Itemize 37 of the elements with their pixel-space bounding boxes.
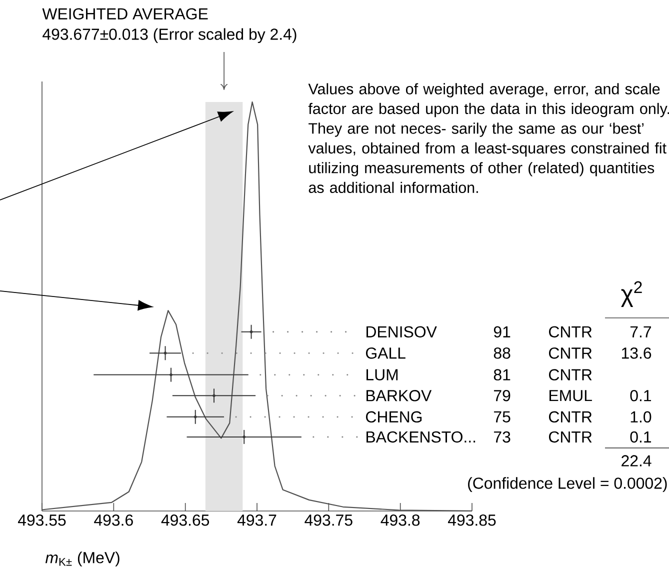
x-axis-title: m$_{K±}$ (MeV) bbox=[45, 552, 120, 566]
text: 81 bbox=[494, 369, 510, 380]
annotation: DENISOV bbox=[366, 326, 437, 338]
x-tick-label: 493.6 bbox=[94, 514, 133, 526]
annotation: BACKENSTO... bbox=[366, 431, 476, 443]
text: 88 bbox=[494, 347, 510, 359]
text: 7.7 bbox=[630, 326, 651, 338]
x-tick-label: 493.7 bbox=[237, 514, 276, 526]
text: EMUL bbox=[550, 390, 592, 402]
text: CNTR bbox=[549, 431, 592, 443]
x-tick-label: 493.65 bbox=[161, 514, 210, 526]
annotation: Values above of weighted average, error, and scale factor are based upon the data in this ideogram only. They are not neces- sarily the same as our ‘best’ values, obtained from a least-squares constrained fit utilizing measurements of other (related) quantities as additional information. bbox=[308, 83, 669, 194]
text: 91 bbox=[494, 326, 510, 338]
x-tick-label: 493.55 bbox=[18, 514, 66, 526]
text: CNTR bbox=[549, 411, 592, 423]
annotation: LUM bbox=[366, 369, 398, 380]
text: χ$^{2}$ bbox=[621, 281, 642, 307]
annotation: (Confidence Level = 0.0002) bbox=[468, 477, 667, 492]
annotation: GALL bbox=[366, 347, 406, 359]
text: 79 bbox=[494, 390, 510, 402]
text: 73 bbox=[494, 431, 510, 443]
text: 0.1 bbox=[630, 431, 652, 443]
text: CNTR bbox=[549, 347, 592, 359]
x-tick-label: 493.75 bbox=[304, 514, 352, 526]
chart-subtitle: 493.677±0.013 (Error scaled by 2.4) bbox=[42, 28, 296, 44]
text: 1.0 bbox=[630, 411, 652, 423]
text: 75 bbox=[494, 411, 510, 422]
chart-title: WEIGHTED AVERAGE bbox=[42, 8, 208, 20]
annotation: CHENG bbox=[366, 411, 422, 423]
annotation: BARKOV bbox=[366, 390, 432, 402]
x-tick-label: 493.8 bbox=[380, 514, 420, 526]
x-tick-label: 493.85 bbox=[448, 514, 496, 526]
text: CNTR bbox=[549, 369, 592, 380]
text: 22.4 bbox=[622, 455, 652, 466]
text: CNTR bbox=[549, 326, 592, 338]
text: 0.1 bbox=[630, 390, 652, 402]
text: 13.6 bbox=[622, 347, 652, 359]
